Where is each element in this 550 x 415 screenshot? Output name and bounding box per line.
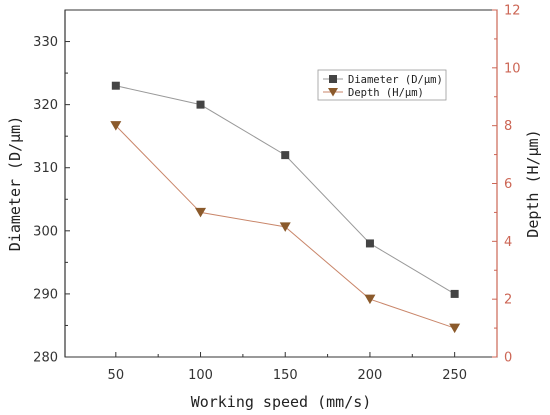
x-tick-label: 200 (358, 368, 383, 383)
legend: Diameter (D/μm) Depth (H/μm) (317, 69, 447, 101)
left-tick-label: 300 (33, 224, 58, 239)
left-tick-label: 290 (33, 287, 58, 302)
legend-label-depth: Depth (H/μm) (348, 87, 424, 99)
right-tick-label: 8 (504, 119, 512, 134)
series-layer (110, 81, 461, 334)
x-tick-label: 50 (108, 368, 125, 383)
x-tick-label: 250 (442, 368, 467, 383)
left-tick-label: 330 (33, 35, 58, 50)
legend-box (317, 69, 447, 101)
right-tick-label: 10 (504, 61, 521, 76)
data-point-depth (110, 121, 122, 131)
legend-label-diameter: Diameter (D/μm) (348, 74, 443, 86)
right-axis-ticks: 0 2 4 6 8 10 12 (492, 4, 521, 366)
x-tick-label: 100 (188, 368, 213, 383)
plot-frame (64, 9, 498, 358)
data-point-diameter (111, 81, 120, 90)
data-point-depth (279, 222, 291, 232)
legend-marker-depth (328, 88, 338, 97)
right-tick-label: 0 (504, 351, 512, 366)
data-point-diameter (281, 151, 290, 160)
left-tick-label: 320 (33, 98, 58, 113)
left-tick-label: 280 (33, 351, 58, 366)
series-line-diameter (115, 85, 455, 295)
data-point-diameter (196, 100, 205, 109)
right-tick-label: 2 (504, 293, 512, 308)
x-axis-title: Working speed (mm/s) (191, 393, 372, 411)
data-point-depth (195, 207, 207, 218)
data-point-diameter (450, 289, 459, 298)
right-axis-title: Depth (H/μm) (524, 129, 542, 237)
left-axis-ticks: 280 290 300 310 320 330 (33, 35, 70, 366)
data-point-depth (449, 323, 461, 334)
data-point-depth (364, 294, 376, 305)
left-axis-title: Diameter (D/μm) (6, 116, 24, 251)
legend-item-diameter: Diameter (D/μm) (323, 74, 443, 86)
left-tick-label: 310 (33, 161, 58, 176)
right-tick-label: 4 (504, 235, 512, 250)
right-tick-label: 6 (504, 177, 512, 192)
legend-item-depth: Depth (H/μm) (323, 87, 424, 99)
legend-marker-diameter (329, 75, 337, 83)
x-axis-ticks: 50 100 150 200 250 (108, 352, 467, 383)
x-tick-label: 150 (273, 368, 298, 383)
right-tick-label: 12 (504, 4, 521, 19)
data-point-diameter (365, 239, 374, 248)
